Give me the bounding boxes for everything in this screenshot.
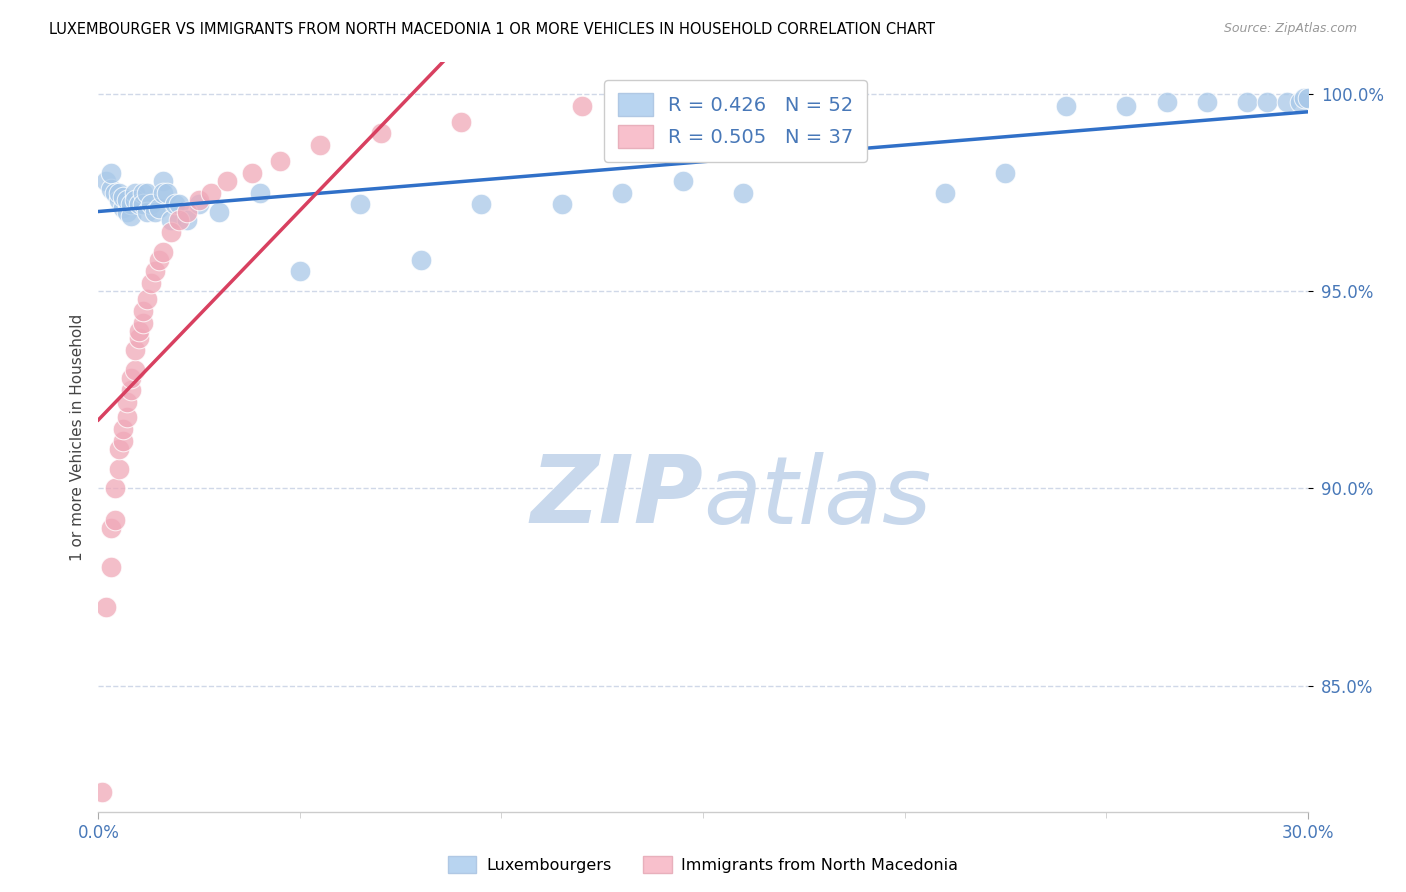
Point xyxy=(107,194,129,208)
Point xyxy=(994,166,1017,180)
Point xyxy=(111,189,134,203)
Point xyxy=(111,434,134,448)
Point xyxy=(152,244,174,259)
Point xyxy=(152,186,174,200)
Point xyxy=(1195,95,1218,109)
Point xyxy=(349,197,371,211)
Point xyxy=(120,371,142,385)
Point xyxy=(200,186,222,200)
Point xyxy=(1236,95,1258,109)
Point xyxy=(124,363,146,377)
Point xyxy=(132,197,155,211)
Point xyxy=(156,186,179,200)
Point xyxy=(160,225,183,239)
Point xyxy=(128,197,150,211)
Point xyxy=(409,252,432,267)
Point xyxy=(128,324,150,338)
Point xyxy=(120,209,142,223)
Point xyxy=(115,410,138,425)
Point xyxy=(128,331,150,345)
Point xyxy=(167,197,190,211)
Point xyxy=(115,205,138,219)
Y-axis label: 1 or more Vehicles in Household: 1 or more Vehicles in Household xyxy=(69,313,84,561)
Point xyxy=(934,186,956,200)
Point xyxy=(269,154,291,169)
Point xyxy=(107,442,129,456)
Point xyxy=(1156,95,1178,109)
Point xyxy=(100,521,122,535)
Point xyxy=(208,205,231,219)
Point xyxy=(143,264,166,278)
Point xyxy=(103,186,125,200)
Point xyxy=(135,186,157,200)
Point xyxy=(176,213,198,227)
Point xyxy=(1256,95,1278,109)
Point xyxy=(139,197,162,211)
Point xyxy=(120,383,142,397)
Point xyxy=(1296,91,1319,105)
Point xyxy=(240,166,263,180)
Point xyxy=(139,277,162,291)
Point xyxy=(103,513,125,527)
Text: Source: ZipAtlas.com: Source: ZipAtlas.com xyxy=(1223,22,1357,36)
Point xyxy=(188,194,211,208)
Point xyxy=(143,205,166,219)
Point xyxy=(120,197,142,211)
Point xyxy=(96,174,118,188)
Point xyxy=(167,213,190,227)
Point xyxy=(163,197,186,211)
Point xyxy=(132,186,155,200)
Point xyxy=(450,114,472,128)
Point xyxy=(91,785,114,799)
Point xyxy=(249,186,271,200)
Point xyxy=(612,186,634,200)
Point xyxy=(135,205,157,219)
Point xyxy=(672,174,695,188)
Legend: Luxembourgers, Immigrants from North Macedonia: Luxembourgers, Immigrants from North Mac… xyxy=(441,849,965,880)
Text: LUXEMBOURGER VS IMMIGRANTS FROM NORTH MACEDONIA 1 OR MORE VEHICLES IN HOUSEHOLD : LUXEMBOURGER VS IMMIGRANTS FROM NORTH MA… xyxy=(49,22,935,37)
Point xyxy=(107,186,129,200)
Point xyxy=(160,213,183,227)
Point xyxy=(100,560,122,574)
Point xyxy=(124,343,146,358)
Point xyxy=(1054,99,1077,113)
Point xyxy=(309,138,332,153)
Point xyxy=(96,599,118,614)
Point xyxy=(100,181,122,195)
Point xyxy=(1115,99,1137,113)
Point xyxy=(135,292,157,306)
Point xyxy=(370,127,392,141)
Text: ZIP: ZIP xyxy=(530,451,703,543)
Point xyxy=(288,264,311,278)
Point xyxy=(124,186,146,200)
Point xyxy=(1288,95,1310,109)
Point xyxy=(148,202,170,216)
Text: atlas: atlas xyxy=(703,451,931,542)
Legend: R = 0.426   N = 52, R = 0.505   N = 37: R = 0.426 N = 52, R = 0.505 N = 37 xyxy=(605,79,868,161)
Point xyxy=(176,205,198,219)
Point xyxy=(103,481,125,495)
Point xyxy=(152,174,174,188)
Point xyxy=(148,252,170,267)
Point xyxy=(571,99,593,113)
Point xyxy=(100,166,122,180)
Point xyxy=(107,461,129,475)
Point xyxy=(1277,95,1299,109)
Point xyxy=(733,186,755,200)
Point xyxy=(470,197,492,211)
Point xyxy=(115,394,138,409)
Point xyxy=(111,422,134,436)
Point xyxy=(111,202,134,216)
Point xyxy=(217,174,239,188)
Point xyxy=(551,197,574,211)
Point xyxy=(132,304,155,318)
Point xyxy=(124,194,146,208)
Point xyxy=(188,197,211,211)
Point xyxy=(1292,91,1315,105)
Point xyxy=(115,194,138,208)
Point xyxy=(132,316,155,330)
